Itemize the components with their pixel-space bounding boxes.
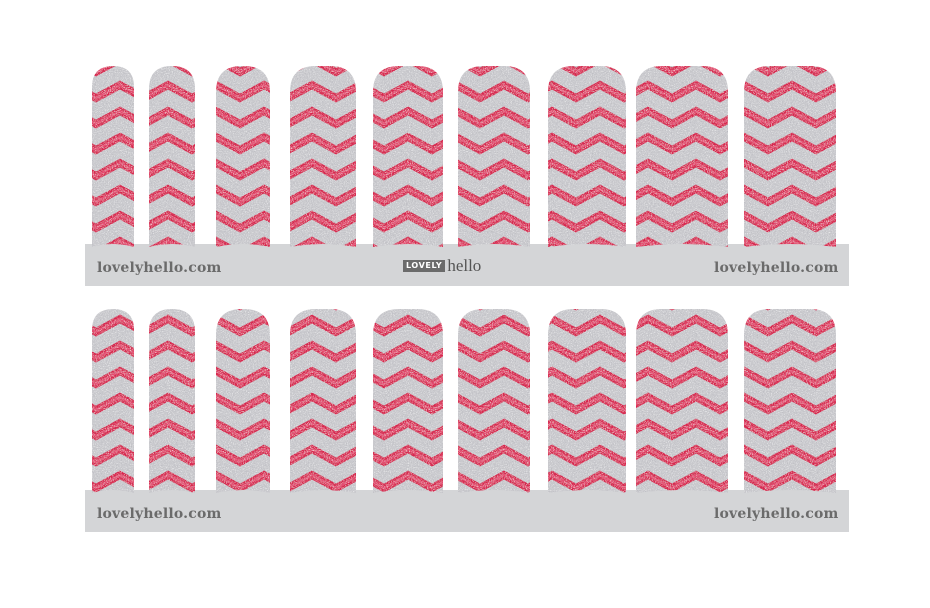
nail-wrap[interactable]: [373, 66, 443, 247]
nail-wrap[interactable]: [744, 66, 836, 247]
brand-logo: LOVELY hello: [403, 256, 482, 275]
nail-wrap[interactable]: [744, 309, 836, 493]
backing-strip: [85, 490, 849, 532]
brand-logo-word: hello: [447, 256, 482, 275]
nail-wrap[interactable]: [290, 309, 356, 493]
nail-wrap[interactable]: [636, 309, 728, 493]
nail-wrap[interactable]: [149, 309, 195, 493]
backing-strip: [85, 244, 849, 286]
strip-right-label: lovelyhello.com: [714, 260, 839, 276]
nail-wrap[interactable]: [290, 66, 356, 247]
nail-wrap[interactable]: [548, 309, 626, 493]
nail-wraps: [92, 66, 836, 493]
nail-wrap[interactable]: [149, 66, 195, 247]
nail-wrap[interactable]: [92, 66, 134, 247]
nail-wrap[interactable]: [373, 309, 443, 493]
nail-wrap[interactable]: [216, 309, 270, 493]
nail-wrap[interactable]: [92, 309, 134, 493]
backing-strips: [85, 244, 849, 532]
nail-wrap[interactable]: [216, 66, 270, 247]
nail-wrap[interactable]: [458, 309, 530, 493]
strip-right-label: lovelyhello.com: [714, 506, 839, 522]
nail-wrap[interactable]: [548, 66, 626, 247]
strip-left-label: lovelyhello.com: [97, 260, 222, 276]
brand-logo-badge: LOVELY: [403, 260, 446, 272]
strip-left-label: lovelyhello.com: [97, 506, 222, 522]
nail-wrap[interactable]: [458, 66, 530, 247]
nail-wrap[interactable]: [636, 66, 728, 247]
